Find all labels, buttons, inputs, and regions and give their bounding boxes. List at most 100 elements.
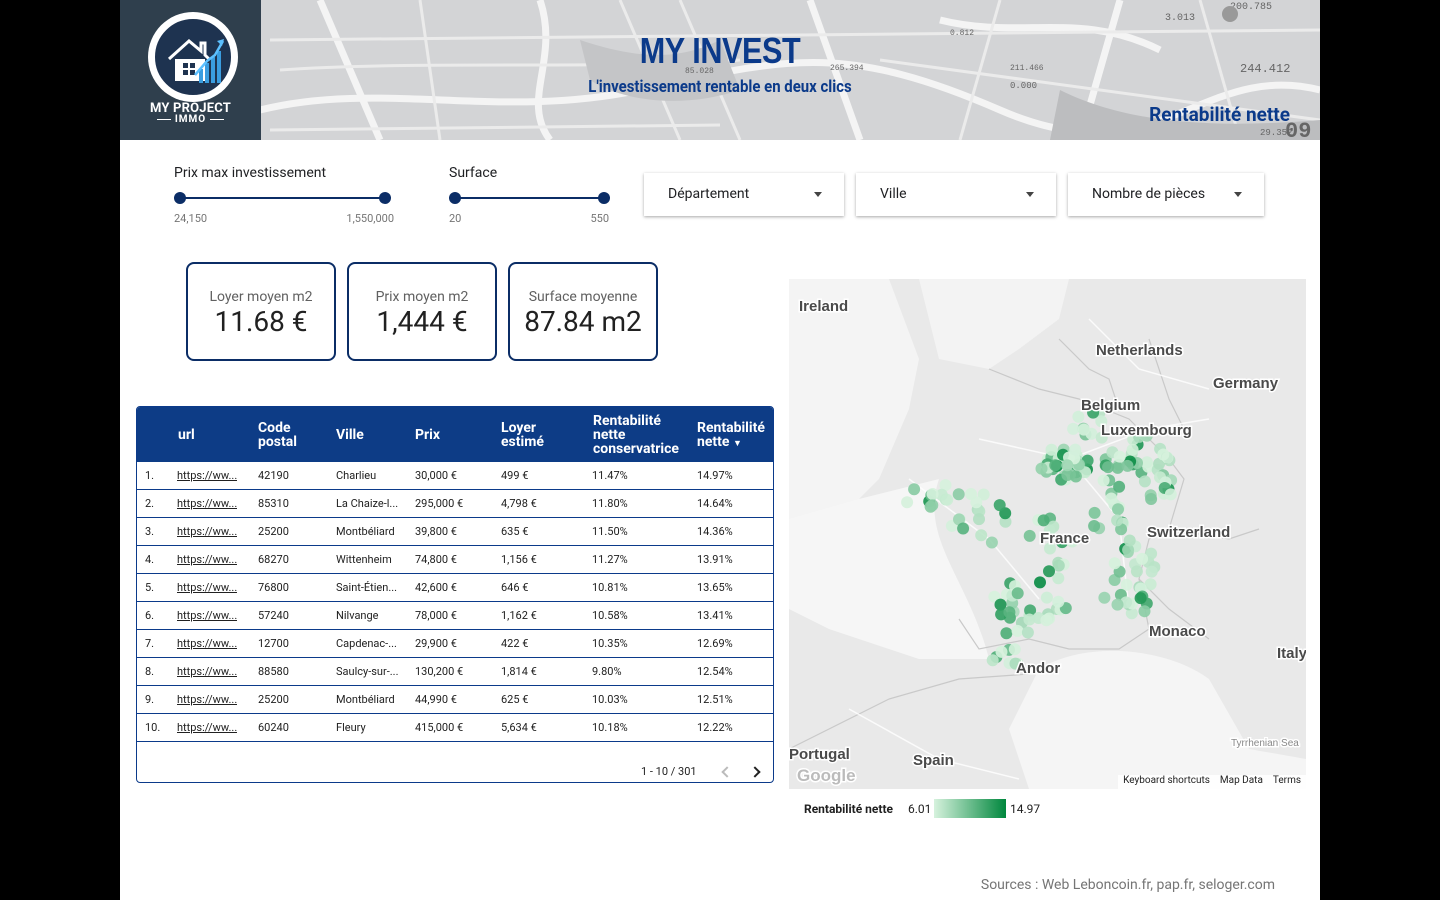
url-link[interactable]: https://ww... xyxy=(177,665,237,678)
keyboard-shortcuts-link[interactable]: Keyboard shortcuts xyxy=(1123,775,1210,786)
map-point[interactable] xyxy=(1087,406,1100,419)
map-point[interactable] xyxy=(1123,534,1136,547)
url-link[interactable]: https://ww... xyxy=(177,609,237,622)
map-point[interactable] xyxy=(1061,459,1074,472)
map-point[interactable] xyxy=(1157,448,1170,461)
column-header-url[interactable]: url xyxy=(178,427,195,443)
map-point[interactable] xyxy=(1105,492,1118,505)
nombre-pieces-dropdown[interactable]: Nombre de pièces xyxy=(1068,173,1264,216)
map-point[interactable] xyxy=(1009,657,1022,670)
map-point[interactable] xyxy=(999,515,1012,528)
table-row[interactable]: 5. https://ww... 76800 Saint-Étien... 42,600… xyxy=(137,574,773,602)
slider-track[interactable] xyxy=(180,197,385,199)
map-point[interactable] xyxy=(1108,557,1121,570)
map-point[interactable] xyxy=(1040,614,1053,627)
map-point[interactable] xyxy=(1113,450,1126,463)
table-row[interactable]: 10. https://ww... 60240 Fleury 415,000 € 5,63… xyxy=(137,714,773,742)
url-link[interactable]: https://ww... xyxy=(177,637,237,650)
map-point[interactable] xyxy=(1072,410,1085,423)
map-point[interactable] xyxy=(901,496,914,509)
map-point[interactable] xyxy=(1008,643,1021,656)
column-header-rentabilite-nette[interactable]: Rentabilité nette ▼ xyxy=(697,420,765,450)
map-point[interactable] xyxy=(1126,443,1139,456)
map-point[interactable] xyxy=(1136,552,1149,565)
map-point[interactable] xyxy=(965,488,977,500)
map-point[interactable] xyxy=(1145,565,1158,578)
map-point[interactable] xyxy=(1077,423,1090,436)
map-point[interactable] xyxy=(1113,480,1126,493)
map-point[interactable] xyxy=(1021,626,1034,639)
map-point[interactable] xyxy=(975,529,988,542)
table-row[interactable]: 4. https://ww... 68270 Wittenheim 74,800 € 1,… xyxy=(137,546,773,574)
slider-min-handle[interactable] xyxy=(174,192,186,204)
map-point[interactable] xyxy=(1144,578,1157,591)
map-point[interactable] xyxy=(1111,598,1124,611)
map-point[interactable] xyxy=(986,654,999,667)
map-point[interactable] xyxy=(1043,565,1055,578)
price-range-slider[interactable]: Prix max investissement 24,150 1,550,000 xyxy=(174,165,394,225)
map-point[interactable] xyxy=(1102,461,1115,474)
table-row[interactable]: 6. https://ww... 57240 Nilvange 78,000 € 1,16… xyxy=(137,602,773,630)
map-point[interactable] xyxy=(1145,493,1158,505)
map-point[interactable] xyxy=(1044,542,1056,555)
map-point[interactable] xyxy=(1023,613,1036,626)
map-point[interactable] xyxy=(1035,462,1048,475)
map-point[interactable] xyxy=(1049,459,1062,472)
map-data-link[interactable]: Map Data xyxy=(1219,775,1263,786)
column-header-loyer[interactable]: Loyer estimé xyxy=(501,420,544,450)
brand-logo[interactable]: MY PROJECT IMMO xyxy=(120,0,261,140)
map-point[interactable] xyxy=(977,488,990,501)
map-point[interactable] xyxy=(1130,565,1143,578)
table-row[interactable]: 7. https://ww... 12700 Capdenac-... 29,900 €… xyxy=(137,630,773,658)
map-point[interactable] xyxy=(935,488,948,501)
map-point[interactable] xyxy=(957,522,970,535)
map-point[interactable] xyxy=(1023,529,1036,542)
url-link[interactable]: https://ww... xyxy=(177,721,237,734)
map-point[interactable] xyxy=(1003,606,1016,619)
map-point[interactable] xyxy=(1069,470,1082,483)
map-point[interactable] xyxy=(1037,514,1050,527)
table-row[interactable]: 8. https://ww... 88580 Saulcy-sur-... 130,20… xyxy=(137,658,773,686)
map-point[interactable] xyxy=(1024,604,1037,617)
map-point[interactable] xyxy=(1111,514,1124,527)
map-point[interactable] xyxy=(1011,624,1024,637)
map-point[interactable] xyxy=(973,513,985,526)
map-point[interactable] xyxy=(1122,544,1135,556)
map-point[interactable] xyxy=(1120,578,1133,591)
map-point[interactable] xyxy=(1088,506,1101,519)
ville-dropdown[interactable]: Ville xyxy=(856,173,1056,216)
map-point[interactable] xyxy=(1140,456,1153,469)
map-point[interactable] xyxy=(1134,592,1147,605)
map-point[interactable] xyxy=(993,499,1006,512)
map-point[interactable] xyxy=(953,513,965,526)
map-point[interactable] xyxy=(1145,547,1158,560)
map-point[interactable] xyxy=(1011,587,1024,600)
map-point[interactable] xyxy=(1034,576,1046,589)
url-link[interactable]: https://ww... xyxy=(177,553,237,566)
terms-link[interactable]: Terms xyxy=(1272,775,1301,786)
map-point[interactable] xyxy=(1045,443,1058,456)
slider-max-handle[interactable] xyxy=(598,192,610,204)
slider-max-handle[interactable] xyxy=(379,192,391,204)
departement-dropdown[interactable]: Département xyxy=(644,173,844,216)
map-point[interactable] xyxy=(1067,422,1080,435)
map-point[interactable] xyxy=(1052,595,1065,608)
map-point[interactable] xyxy=(1133,430,1146,443)
column-header-rentabilite-conservatrice[interactable]: Rentabilité nette conservatrice xyxy=(593,413,679,457)
map-point[interactable] xyxy=(1088,520,1101,532)
url-link[interactable]: https://ww... xyxy=(177,469,237,482)
map-point[interactable] xyxy=(994,598,1007,611)
map-point[interactable] xyxy=(1040,591,1053,604)
map-point[interactable] xyxy=(939,479,952,492)
surface-range-slider[interactable]: Surface 20 550 xyxy=(449,165,610,225)
table-row[interactable]: 1. https://ww... 42190 Charlieu 30,000 € 499 … xyxy=(137,462,773,490)
map-point[interactable] xyxy=(1056,536,1069,549)
map-point[interactable] xyxy=(1111,461,1124,474)
chevron-left-icon[interactable] xyxy=(721,766,733,778)
map-point[interactable] xyxy=(1097,474,1110,487)
map-point[interactable] xyxy=(985,536,998,549)
map-point[interactable] xyxy=(995,645,1008,658)
map-point[interactable] xyxy=(1098,591,1111,604)
url-link[interactable]: https://ww... xyxy=(177,525,237,538)
chevron-right-icon[interactable] xyxy=(749,766,761,778)
